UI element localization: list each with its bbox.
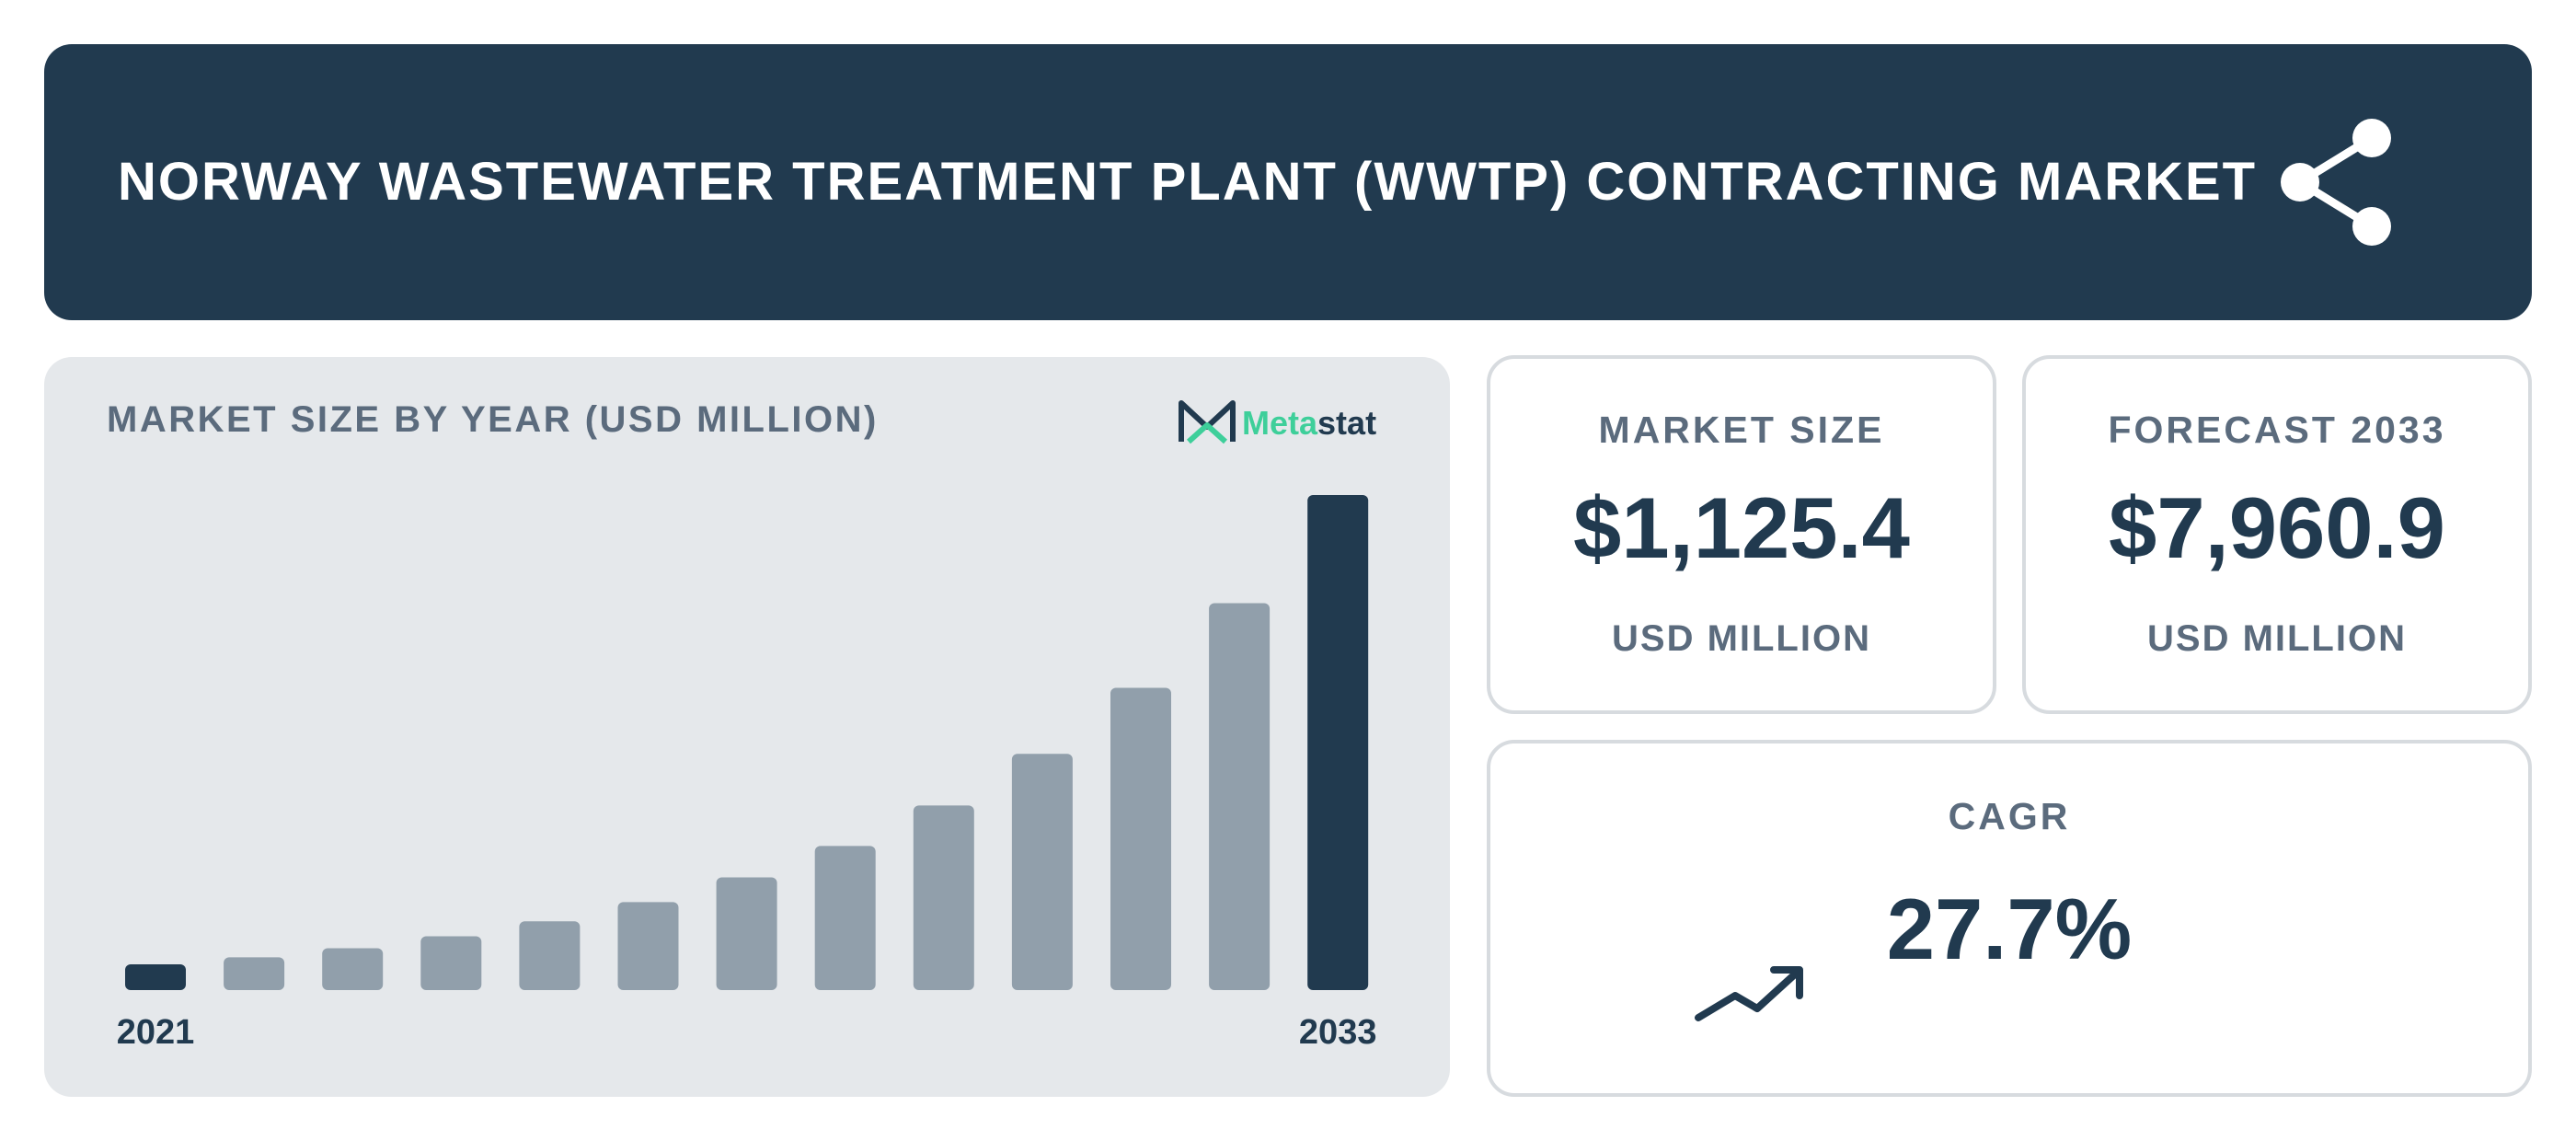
bar-2025 (519, 921, 581, 990)
bar-2024 (420, 936, 482, 990)
metastat-logo-icon: Metastat (1179, 400, 1376, 444)
share-icon[interactable] (2280, 118, 2436, 247)
chart-title: MARKET SIZE BY YEAR (USD MILLION) (107, 399, 879, 440)
header-banner: NORWAY WASTEWATER TREATMENT PLANT (WWTP)… (44, 44, 2532, 320)
market-size-value: $1,125.4 (1573, 479, 1910, 576)
bar-2026 (617, 902, 679, 990)
cagr-label: CAGR (1948, 795, 2071, 837)
market-size-card: MARKET SIZE $1,125.4 USD MILLION (1487, 355, 1996, 714)
bar-2022 (224, 957, 285, 990)
forecast-label: FORECAST 2033 (2108, 409, 2446, 451)
bar-2027 (716, 877, 777, 990)
page-title: NORWAY WASTEWATER TREATMENT PLANT (WWTP)… (118, 152, 2258, 212)
bar-2033 (1307, 495, 1369, 990)
bar-2030 (1011, 754, 1073, 990)
market-size-unit: USD MILLION (1612, 618, 1871, 659)
brand-name-part2: stat (1317, 404, 1376, 442)
x-tick-label-2021: 2021 (117, 1013, 195, 1052)
x-tick-label-2033: 2033 (1299, 1013, 1377, 1052)
bar-2023 (322, 948, 384, 990)
bar-2032 (1209, 603, 1271, 990)
cagr-value: 27.7% (1886, 881, 2133, 977)
bar-2029 (913, 805, 974, 990)
bar-2031 (1110, 687, 1171, 990)
forecast-value: $7,960.9 (2109, 479, 2445, 576)
market-size-label: MARKET SIZE (1598, 409, 1885, 451)
bar-2028 (814, 846, 876, 990)
market-size-chart-card: MARKET SIZE BY YEAR (USD MILLION) Metast… (44, 357, 1450, 1097)
svg-text:Metastat: Metastat (1242, 404, 1376, 442)
bar-chart: 2021 2033 (117, 495, 1377, 1052)
brand-name-part1: Meta (1242, 404, 1318, 442)
cagr-card: CAGR 27.7% (1487, 740, 2532, 1097)
bar-2021 (125, 964, 186, 990)
trend-up-icon (1695, 966, 1803, 1021)
forecast-card: FORECAST 2033 $7,960.9 USD MILLION (2022, 355, 2532, 714)
forecast-unit: USD MILLION (2147, 618, 2407, 659)
